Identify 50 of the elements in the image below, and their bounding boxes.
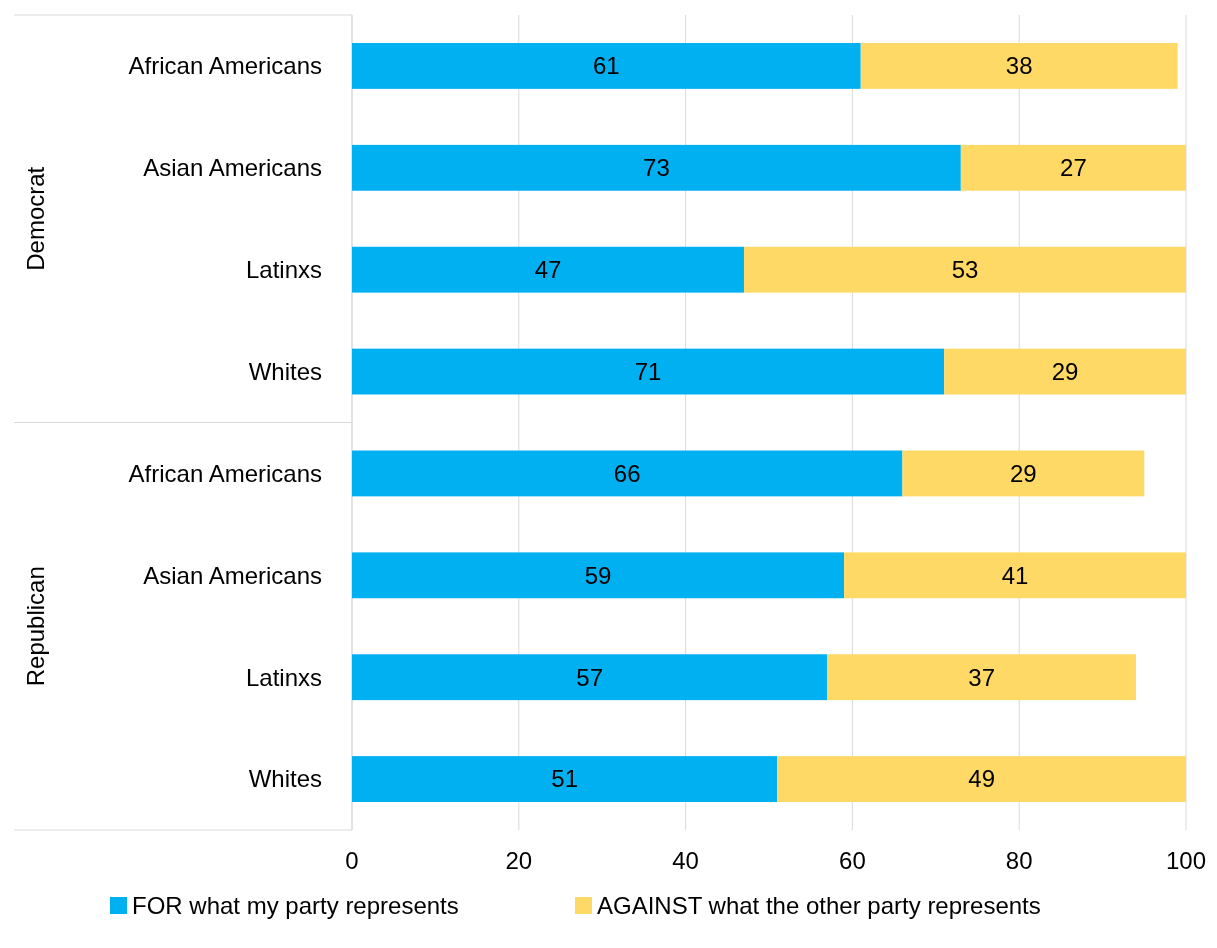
bar	[352, 43, 861, 89]
legend-label: AGAINST what the other party represents	[597, 892, 1041, 920]
data-label: 41	[1001, 561, 1029, 589]
data-label: 59	[584, 561, 612, 589]
bar	[844, 552, 1186, 599]
bar	[352, 246, 744, 293]
data-label: 61	[593, 52, 620, 80]
y-tick-label: Latinxs	[245, 663, 322, 691]
bar	[352, 552, 845, 599]
x-tick-label: 60	[839, 847, 866, 875]
data-label: 66	[613, 459, 641, 487]
y-tick-label: Asian Americans	[143, 561, 322, 589]
text: Republican	[22, 566, 49, 687]
bar	[960, 144, 1186, 191]
text: Democrat	[22, 166, 49, 271]
bar	[352, 348, 945, 395]
y-tick-label: African Americans	[128, 52, 322, 80]
data-label: 71	[634, 357, 662, 385]
x-tick-label: 80	[1005, 847, 1033, 875]
bar	[352, 654, 828, 701]
bar	[352, 450, 903, 497]
bar	[902, 450, 1145, 497]
data-label: 29	[1010, 459, 1037, 487]
data-label: 53	[951, 256, 979, 284]
data-label: 29	[1051, 357, 1079, 385]
x-tick-label: 40	[672, 847, 699, 875]
data-label: 57	[576, 663, 604, 691]
data-label: 49	[968, 765, 996, 793]
bar	[777, 756, 1186, 802]
y-tick-label: Asian Americans	[143, 154, 322, 182]
y-tick-label: African Americans	[128, 459, 322, 487]
data-label: 73	[643, 154, 670, 182]
bar	[944, 348, 1186, 395]
y-tick-label: Latinxs	[245, 256, 322, 284]
legend-label: FOR what my party represents	[132, 892, 459, 920]
x-tick-label: 20	[505, 847, 533, 875]
y-tick-label: Whites	[248, 357, 322, 385]
data-label: 27	[1060, 154, 1087, 182]
x-tick-label: 0	[345, 847, 359, 875]
data-label: 38	[1005, 52, 1033, 80]
data-label: 37	[968, 663, 996, 691]
x-tick-label: 100	[1165, 847, 1207, 875]
bar	[352, 144, 961, 191]
y-tick-label: Whites	[248, 765, 322, 793]
bar	[352, 756, 778, 802]
data-label: 47	[534, 256, 562, 284]
data-label: 51	[551, 765, 579, 793]
bar	[827, 654, 1136, 701]
bar	[860, 43, 1178, 89]
bar	[743, 246, 1186, 293]
